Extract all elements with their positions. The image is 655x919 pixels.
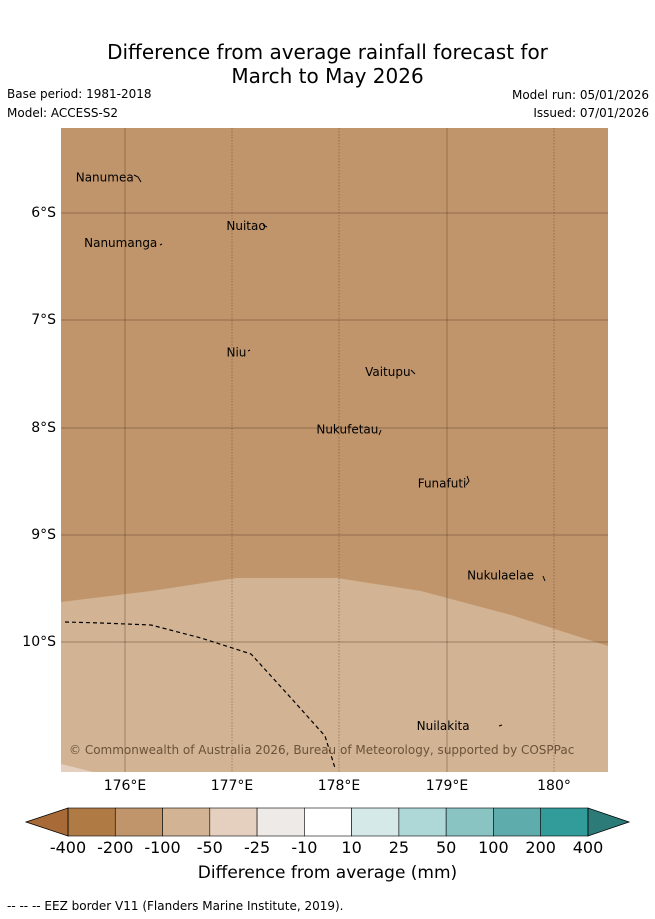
eez-border	[64, 621, 336, 769]
island-outlines	[133, 174, 546, 727]
model-run: Model run: 05/01/2026	[511, 88, 649, 102]
lat-label-6s: 6°S	[31, 205, 56, 221]
island-outline-niu	[247, 349, 251, 352]
lat-label-7s: 7°S	[31, 312, 56, 328]
lat-label-9s: 9°S	[31, 527, 56, 543]
island-labels: Nanumea Nuitao Nanumanga Niu Vaitupu Nukufeta…	[76, 171, 534, 733]
drier-band-100-50	[61, 578, 608, 772]
island-label-nuitao: Nuitao	[226, 219, 265, 233]
island-label-nukulaelae: Nukulaelae	[467, 569, 534, 583]
island-label-niu: Niu	[226, 346, 246, 360]
island-outline-nukufetau	[378, 429, 382, 436]
colorbar-swatch-5	[256, 807, 305, 837]
map-panel[interactable]: Nanumea Nuitao Nanumanga Niu Vaitupu Nukufeta…	[61, 128, 608, 772]
colorbar-label-3: -50	[196, 838, 223, 857]
colorbar-high-arrow	[587, 807, 631, 837]
title-line-1: Difference from average rainfall forecas…	[107, 40, 548, 64]
colorbar-swatch-8	[398, 807, 447, 837]
lon-label-180: 180°	[537, 778, 571, 794]
island-outline-nuilakita	[498, 724, 503, 727]
map-canvas: Nanumea Nuitao Nanumanga Niu Vaitupu Nukufeta…	[61, 128, 608, 772]
gridlines	[61, 128, 608, 772]
lon-label-178e: 178°E	[317, 778, 361, 794]
colorbar-swatch-7	[351, 807, 400, 837]
colorbar-swatch-10	[493, 807, 541, 837]
island-label-nanumea: Nanumea	[76, 171, 134, 185]
colorbar	[24, 807, 631, 837]
colorbar-title: Difference from average (mm)	[197, 863, 458, 883]
base-period: Base period: 1981-2018	[7, 87, 152, 101]
model-name: Model: ACCESS-S2	[7, 106, 119, 120]
drier-band-50-25	[61, 764, 93, 772]
colorbar-swatch-9	[445, 807, 494, 837]
colorbar-label-11: 400	[572, 838, 604, 857]
colorbar-low-arrow	[24, 807, 69, 837]
island-outline-nuitao	[262, 224, 268, 228]
island-label-nukufetau: Nukufetau	[316, 423, 378, 437]
colorbar-swatch-1	[67, 807, 116, 837]
copyright-notice: © Commonwealth of Australia 2026, Bureau…	[69, 743, 574, 757]
island-outline-nanumanga	[159, 243, 163, 246]
title-line-2: March to May 2026	[231, 64, 424, 88]
colorbar-swatch-6	[304, 807, 352, 837]
lon-label-179e: 179°E	[425, 778, 469, 794]
island-outline-nanumea	[133, 174, 142, 183]
colorbar-label-9: 100	[478, 838, 509, 857]
colorbar-label-1: -200	[97, 838, 134, 857]
island-label-nuilakita: Nuilakita	[417, 719, 470, 733]
island-outline-funafuti	[465, 475, 470, 486]
island-label-funafuti: Funafuti	[418, 476, 467, 490]
lon-label-177e: 177°E	[210, 778, 254, 794]
colorbar-label-7: 25	[388, 838, 410, 857]
island-label-vaitupu: Vaitupu	[365, 365, 411, 379]
colorbar-label-4: -25	[244, 838, 271, 857]
colorbar-label-0: -400	[49, 838, 87, 857]
colorbar-label-10: 200	[525, 838, 556, 857]
colorbar-label-2: -100	[144, 838, 181, 857]
island-outline-vaitupu	[410, 369, 416, 375]
eez-legend-note: -- -- -- EEZ border V11 (Flanders Marine…	[7, 899, 344, 913]
lon-label-176e: 176°E	[103, 778, 147, 794]
colorbar-swatch-3	[162, 807, 211, 837]
issued-date: Issued: 07/01/2026	[533, 106, 649, 120]
colorbar-swatch-11	[540, 807, 589, 837]
lat-label-8s: 8°S	[31, 420, 56, 436]
island-label-nanumanga: Nanumanga	[84, 236, 157, 250]
colorbar-swatch-4	[209, 807, 258, 837]
colorbar-label-5: -10	[291, 838, 318, 857]
colorbar-swatch-2	[114, 807, 163, 837]
island-outline-nukulaelae	[542, 575, 546, 582]
lat-label-10s: 10°S	[22, 634, 56, 650]
colorbar-label-6: 10	[341, 838, 362, 857]
colorbar-swatches	[67, 807, 589, 837]
colorbar-label-8: 50	[436, 838, 457, 857]
chart-title: Difference from average rainfall forecas…	[0, 40, 655, 88]
